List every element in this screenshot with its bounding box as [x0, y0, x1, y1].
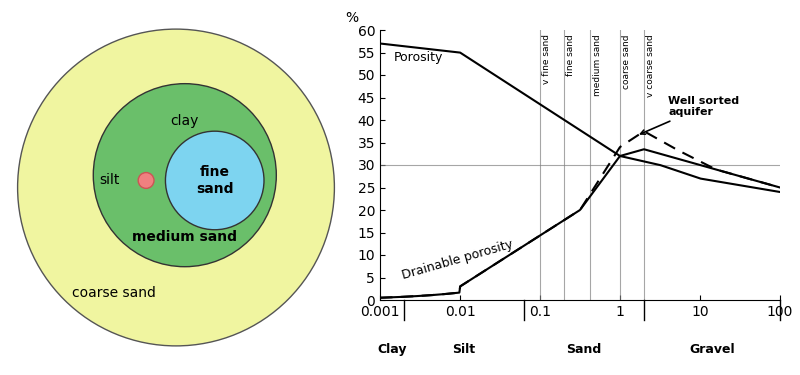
- Text: Silt: Silt: [453, 343, 475, 356]
- Text: clay: clay: [170, 114, 199, 128]
- Text: v fine sand: v fine sand: [542, 34, 551, 84]
- Text: coarse sand: coarse sand: [73, 286, 156, 300]
- Text: coarse sand: coarse sand: [622, 34, 631, 89]
- Text: fine sand: fine sand: [566, 34, 575, 76]
- Text: Drainable porosity: Drainable porosity: [401, 237, 514, 282]
- Text: Sand: Sand: [566, 343, 602, 356]
- Circle shape: [138, 172, 154, 188]
- Text: silt: silt: [99, 174, 120, 188]
- Circle shape: [166, 131, 264, 230]
- Y-axis label: %: %: [346, 10, 358, 25]
- Text: medium sand: medium sand: [593, 34, 602, 96]
- Text: Well sorted
aquifer: Well sorted aquifer: [641, 96, 739, 134]
- Text: Gravel: Gravel: [690, 343, 735, 356]
- Text: medium sand: medium sand: [132, 230, 238, 244]
- Text: Clay: Clay: [378, 343, 406, 356]
- Circle shape: [94, 84, 276, 267]
- Text: Porosity: Porosity: [394, 51, 443, 63]
- Text: fine
sand: fine sand: [196, 165, 234, 195]
- Circle shape: [18, 29, 334, 346]
- Text: v coarse sand: v coarse sand: [646, 34, 655, 97]
